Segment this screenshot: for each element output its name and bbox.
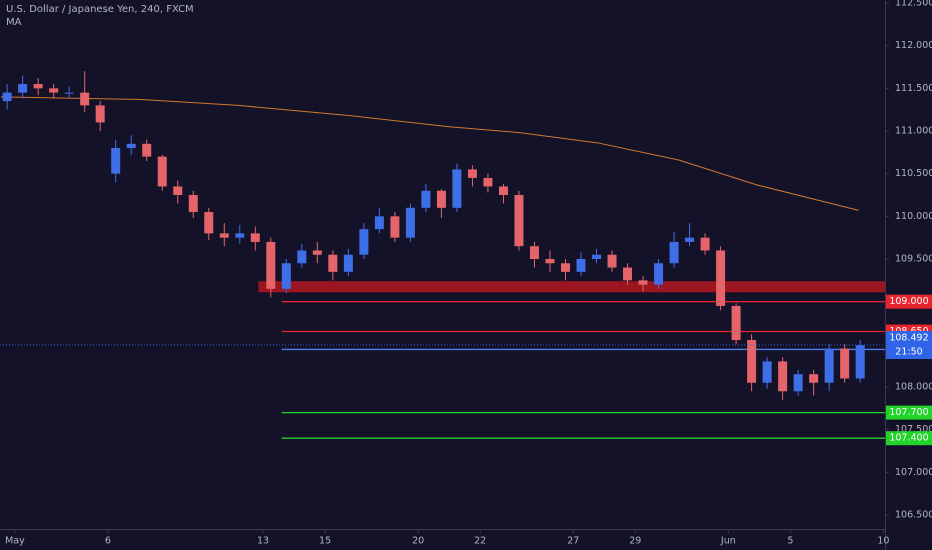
candle-body <box>855 345 865 379</box>
candle-body <box>126 143 136 149</box>
candle-body <box>700 237 710 251</box>
candle-body <box>592 254 602 259</box>
y-tick-label: 107.000 <box>895 467 932 478</box>
candle-body <box>235 233 245 238</box>
y-tick-label: 109.500 <box>895 254 932 265</box>
candle-body <box>142 143 152 157</box>
candle-body <box>638 280 648 285</box>
candle-body <box>824 348 834 383</box>
candle-body <box>157 156 167 187</box>
candle-body <box>64 92 74 94</box>
candle-body <box>685 237 695 242</box>
x-tick-label: May <box>5 536 25 547</box>
candle-body <box>669 241 679 264</box>
current-price-label: 108.492 <box>889 333 928 344</box>
candle-body <box>390 216 400 238</box>
candle-body <box>421 190 431 208</box>
candle-body <box>219 233 229 238</box>
x-tick-label: 22 <box>474 536 486 547</box>
level-tag <box>886 294 932 309</box>
level-tag-label: 107.700 <box>889 407 928 418</box>
y-tick-label: 107.500 <box>895 424 932 435</box>
candle-body <box>793 374 803 392</box>
candle-body <box>405 207 415 238</box>
candle-body <box>2 92 12 102</box>
candle-body <box>374 216 384 230</box>
y-tick-label: 108.000 <box>895 382 932 393</box>
candle-body <box>95 105 105 123</box>
y-tick-label: 106.500 <box>895 510 932 521</box>
candle-body <box>250 233 260 242</box>
candle-body <box>716 250 726 306</box>
candle-body <box>452 169 462 208</box>
candle-body <box>436 190 446 208</box>
indicator-label: MA <box>6 17 22 28</box>
level-tag <box>886 431 932 446</box>
candle-body <box>80 92 90 106</box>
candle-body <box>343 254 353 272</box>
candle-body <box>809 374 819 383</box>
y-tick-label: 112.500 <box>895 0 932 9</box>
x-tick-label: Jun <box>720 536 736 547</box>
candle-body <box>467 169 477 178</box>
candle-body <box>483 177 493 187</box>
candle-body <box>560 263 570 272</box>
candle-body <box>173 186 183 195</box>
candle-body <box>188 195 198 213</box>
level-tag-label: 109.000 <box>889 296 928 307</box>
support-zone <box>258 281 885 293</box>
candle-body <box>312 250 322 255</box>
y-tick-label: 112.000 <box>895 40 932 51</box>
level-tag <box>886 405 932 420</box>
x-tick-label: 10 <box>877 536 889 547</box>
candle-body <box>498 186 508 195</box>
candle-body <box>514 195 524 247</box>
x-tick-label: 15 <box>319 536 331 547</box>
candle-body <box>359 229 369 255</box>
candle-body <box>529 246 539 259</box>
y-tick-label: 110.000 <box>895 211 932 222</box>
symbol-title: U.S. Dollar / Japanese Yen, 240, FXCM <box>6 4 194 15</box>
candle-body <box>111 148 121 174</box>
countdown-label: 21:50 <box>895 347 922 358</box>
x-tick-label: 29 <box>629 536 641 547</box>
candle-body <box>654 263 664 285</box>
candle-body <box>49 88 59 93</box>
candle-body <box>545 259 555 264</box>
candle-body <box>762 361 772 383</box>
x-tick-label: 20 <box>412 536 424 547</box>
candle-body <box>778 361 788 392</box>
candle-body <box>576 259 586 272</box>
level-tag-label: 107.400 <box>889 433 928 444</box>
candle-body <box>623 267 633 281</box>
candle-body <box>297 250 307 264</box>
x-tick-label: 27 <box>567 536 579 547</box>
candle-body <box>33 84 43 89</box>
y-tick-label: 110.500 <box>895 168 932 179</box>
current-price-tag <box>886 331 932 360</box>
candle-body <box>18 84 28 93</box>
y-tick-label: 111.000 <box>895 126 932 137</box>
candle-body <box>607 254 617 268</box>
x-tick-label: 5 <box>787 536 793 547</box>
candle-body <box>328 254 338 272</box>
candle-body <box>840 348 850 379</box>
x-tick-label: 13 <box>257 536 269 547</box>
candle-body <box>747 340 757 383</box>
candle-body <box>266 241 276 289</box>
candle-body <box>731 305 741 341</box>
candle-body <box>204 212 214 234</box>
y-tick-label: 111.500 <box>895 83 932 94</box>
moving-average <box>0 96 859 211</box>
x-tick-label: 6 <box>105 536 111 547</box>
candle-body <box>281 263 291 289</box>
